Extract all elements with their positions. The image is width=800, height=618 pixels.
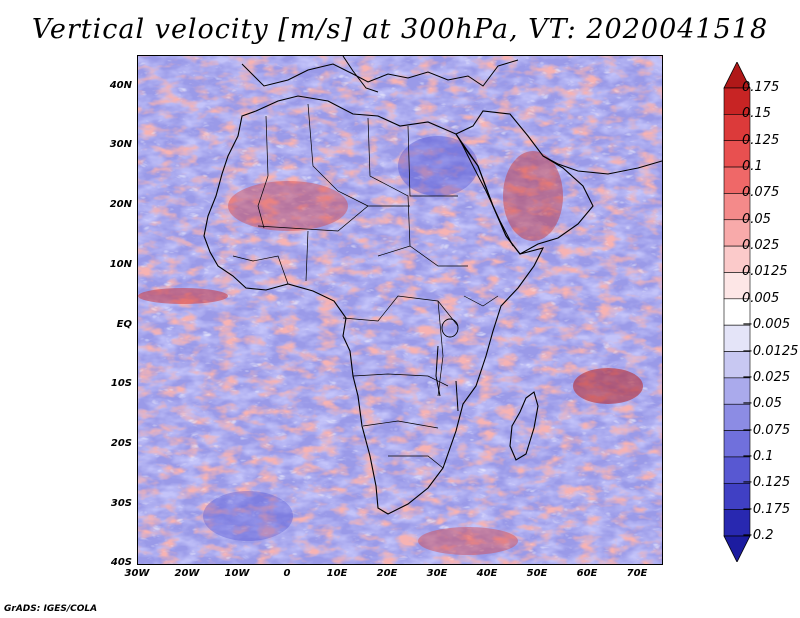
colorbar-label: 0.05 — [742, 211, 771, 227]
colorbar-cell — [723, 193, 751, 221]
lat-label-40n: 40N — [109, 80, 132, 91]
lon-label-10e: 10E — [326, 568, 348, 579]
lon-label-20e: 20E — [376, 568, 398, 579]
ascent-band-itcz — [138, 288, 228, 304]
colorbar-label: 0.025 — [742, 238, 780, 254]
lon-label-30e: 30E — [426, 568, 448, 579]
colorbar-label: −0.025 — [742, 369, 791, 385]
colorbar-label: 0.075 — [742, 185, 780, 201]
colorbar-cell — [723, 403, 751, 431]
chart-title: Vertical velocity [m/s] at 300hPa, VT: 2… — [31, 14, 769, 45]
colorbar-cell — [723, 351, 751, 379]
field-noise-neutral — [138, 56, 662, 564]
ascent-patch-south — [418, 527, 518, 555]
lat-label-10s: 10S — [110, 378, 132, 389]
ascent-patch-arabia — [503, 151, 563, 241]
madagascar-coastline — [509, 391, 539, 461]
colorbar-label: 0.175 — [742, 80, 780, 95]
lake-tanganyika — [435, 345, 441, 397]
colorbar-cell — [723, 509, 751, 537]
colorbar — [723, 62, 751, 562]
lon-label-0: 0 — [283, 568, 291, 579]
colorbar-label: −0.075 — [742, 422, 791, 438]
lon-label-50e: 50E — [526, 568, 548, 579]
colorbar-cell — [723, 272, 751, 300]
colorbar-label: −0.1 — [742, 448, 774, 464]
colorbar-cell — [723, 114, 751, 142]
colorbar-cell — [723, 166, 751, 194]
colorbar-label: −0.005 — [742, 317, 791, 333]
red-sea-coast — [461, 143, 514, 247]
lon-label-70e: 70E — [626, 568, 648, 579]
lon-label-10w: 10W — [224, 568, 250, 579]
colorbar-label: 0.0125 — [742, 264, 788, 280]
colorbar-label: −0.175 — [742, 501, 791, 517]
descent-patch-atlantic — [203, 491, 293, 541]
colorbar-cell — [723, 140, 751, 168]
lon-label-30w: 30W — [124, 568, 150, 579]
colorbar-cell — [723, 87, 751, 115]
lat-label-eq: EQ — [116, 319, 132, 330]
lon-label-20w: 20W — [174, 568, 200, 579]
ascent-patch-sahara — [228, 181, 348, 231]
colorbar-cell — [723, 219, 751, 247]
ascent-patch-indian-ocean — [573, 368, 643, 404]
descent-patch-egypt — [398, 136, 478, 196]
europe-coastline — [241, 59, 519, 87]
lat-label-30s: 30S — [110, 498, 132, 509]
italy-coast — [342, 56, 379, 93]
colorbar-cell — [723, 482, 751, 510]
colorbar-label: 0.005 — [742, 290, 780, 306]
persian-gulf-coast — [542, 155, 662, 175]
colorbar-cell — [723, 430, 751, 458]
colorbar-label: −0.0125 — [742, 343, 799, 359]
lat-label-20s: 20S — [110, 438, 132, 449]
colorbar-cell — [723, 298, 751, 326]
grads-credit: GrADS: IGES/COLA — [4, 604, 98, 614]
africa-coastline — [203, 95, 545, 515]
lake-malawi — [455, 380, 459, 412]
lat-label-30n: 30N — [109, 139, 132, 150]
colorbar-label: −0.2 — [742, 528, 774, 543]
colorbar-cell — [723, 456, 751, 484]
colorbar-label: 0.15 — [742, 106, 771, 122]
colorbar-label: 0.125 — [742, 132, 780, 148]
colorbar-label: −0.05 — [742, 396, 782, 412]
lon-label-60e: 60E — [576, 568, 598, 579]
lat-label-20n: 20N — [109, 199, 132, 210]
colorbar-label: −0.125 — [742, 475, 791, 491]
colorbar-cell-bottom — [723, 535, 751, 562]
colorbar-label: 0.1 — [742, 159, 763, 175]
country-borders — [232, 103, 499, 469]
vertical-velocity-field — [138, 56, 662, 564]
colorbar-cell — [723, 245, 751, 273]
lake-victoria — [441, 318, 459, 338]
map-plot-area — [137, 55, 663, 565]
colorbar-cell — [723, 324, 751, 352]
arabia-coastline — [455, 110, 594, 255]
lon-label-40e: 40E — [476, 568, 498, 579]
lat-label-10n: 10N — [109, 259, 132, 270]
lat-label-40s: 40S — [110, 557, 132, 568]
